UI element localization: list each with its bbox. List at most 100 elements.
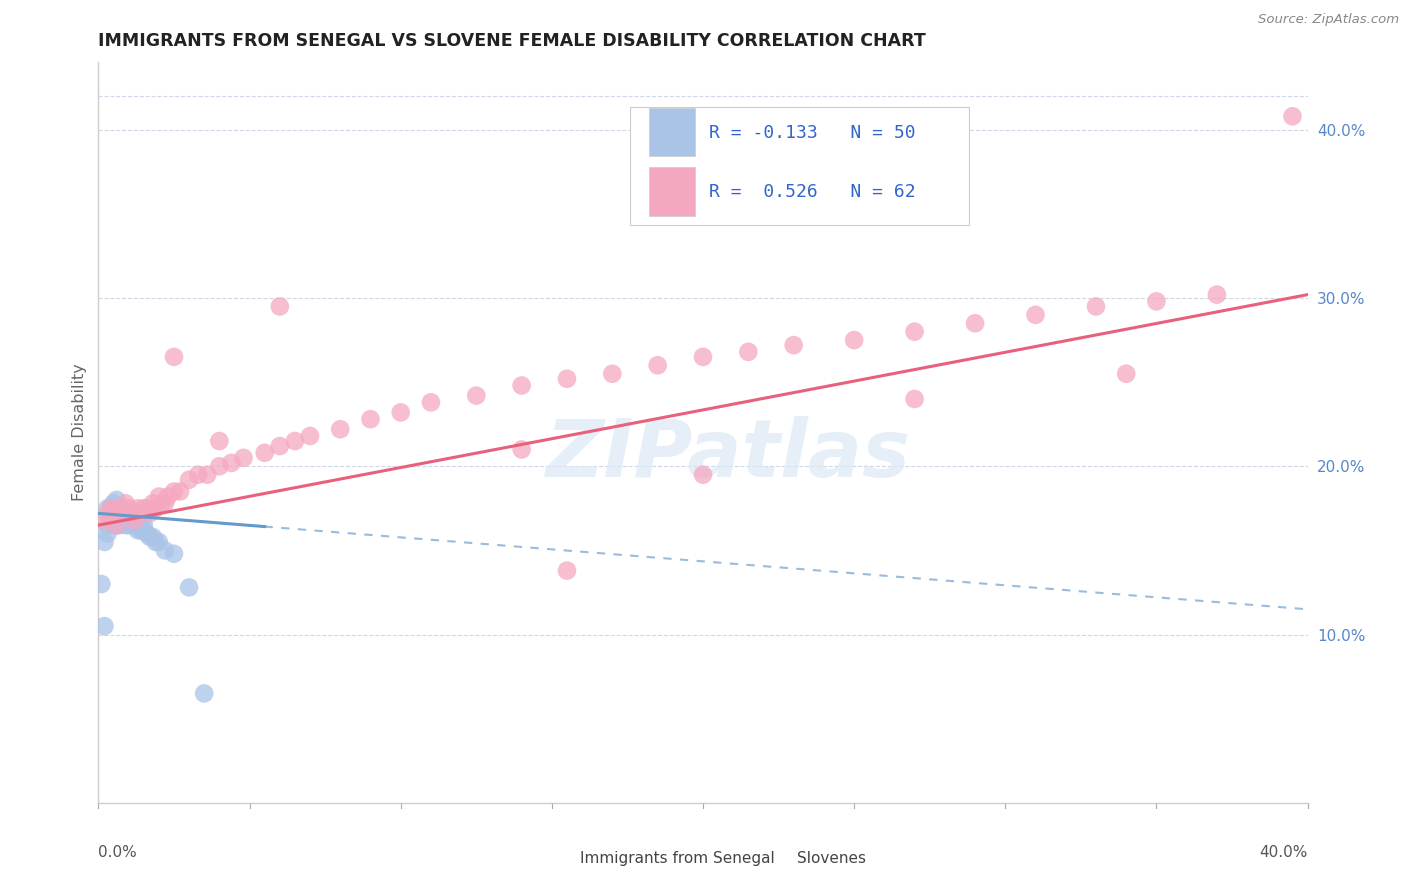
Point [163, 484, 186, 499]
Point [108, 501, 131, 516]
Point [269, 439, 291, 453]
Point [1144, 294, 1167, 309]
Point [139, 507, 162, 521]
Point [187, 467, 209, 482]
Point [269, 300, 291, 314]
Point [284, 434, 307, 448]
Point [124, 513, 146, 527]
Point [96, 507, 118, 521]
Point [153, 496, 176, 510]
Point [124, 518, 146, 533]
Point [114, 496, 136, 510]
Text: ZIPatlas: ZIPatlas [544, 416, 910, 494]
Point [1024, 308, 1046, 322]
Point [904, 325, 927, 339]
Point [118, 509, 141, 524]
Point [148, 490, 170, 504]
Point [647, 359, 669, 373]
Point [108, 513, 131, 527]
Point [904, 392, 927, 406]
Point [195, 467, 218, 482]
Point [103, 507, 125, 521]
Point [96, 501, 118, 516]
Point [299, 429, 322, 443]
Point [118, 518, 141, 533]
Point [135, 501, 157, 516]
Point [100, 501, 122, 516]
Point [129, 523, 152, 537]
Point [1115, 367, 1137, 381]
Text: Source: ZipAtlas.com: Source: ZipAtlas.com [1258, 13, 1399, 27]
Point [737, 344, 759, 359]
Text: 0.0%: 0.0% [98, 845, 138, 860]
Point [111, 501, 134, 516]
Point [602, 367, 624, 381]
Point [208, 459, 231, 474]
Text: IMMIGRANTS FROM SENEGAL VS SLOVENE FEMALE DISABILITY CORRELATION CHART: IMMIGRANTS FROM SENEGAL VS SLOVENE FEMAL… [98, 32, 927, 50]
Point [103, 507, 125, 521]
Point [114, 513, 136, 527]
Point [118, 501, 141, 516]
Point [163, 547, 186, 561]
Point [121, 507, 143, 521]
Point [100, 501, 122, 516]
Point [179, 581, 201, 595]
Point [153, 543, 176, 558]
Point [1085, 300, 1108, 314]
Point [132, 523, 155, 537]
Point [100, 513, 122, 527]
Text: Slovenes: Slovenes [797, 851, 866, 866]
FancyBboxPatch shape [648, 108, 695, 156]
Point [135, 526, 157, 541]
Point [844, 333, 866, 347]
Point [148, 535, 170, 549]
FancyBboxPatch shape [648, 168, 695, 216]
Point [139, 530, 162, 544]
Text: R =  0.526   N = 62: R = 0.526 N = 62 [709, 183, 915, 201]
Point [127, 523, 149, 537]
FancyBboxPatch shape [534, 844, 568, 875]
Point [142, 496, 165, 510]
Point [111, 507, 134, 521]
Point [360, 412, 382, 426]
Point [105, 518, 128, 533]
Point [783, 338, 806, 352]
Text: 40.0%: 40.0% [1260, 845, 1308, 860]
Point [127, 518, 149, 533]
Point [111, 509, 134, 524]
Point [208, 434, 231, 448]
Point [145, 501, 167, 516]
Point [555, 564, 578, 578]
Point [103, 513, 125, 527]
Point [193, 686, 215, 700]
FancyBboxPatch shape [630, 107, 969, 226]
Point [555, 372, 578, 386]
Point [127, 501, 149, 516]
Point [965, 316, 987, 330]
Point [179, 473, 201, 487]
Point [692, 467, 714, 482]
Point [103, 496, 125, 510]
Point [156, 490, 179, 504]
Point [132, 501, 155, 516]
Point [389, 405, 412, 419]
Point [105, 492, 128, 507]
Point [105, 501, 128, 516]
Point [105, 518, 128, 533]
Point [232, 450, 254, 465]
Point [90, 577, 112, 591]
Point [108, 509, 131, 524]
Point [1206, 287, 1229, 301]
Point [1281, 109, 1303, 123]
Point [111, 513, 134, 527]
Point [420, 395, 443, 409]
Point [96, 526, 118, 541]
Point [465, 388, 488, 402]
Y-axis label: Female Disability: Female Disability [72, 364, 87, 501]
Point [121, 513, 143, 527]
Point [114, 507, 136, 521]
Point [253, 446, 276, 460]
Text: Immigrants from Senegal: Immigrants from Senegal [579, 851, 775, 866]
Point [329, 422, 352, 436]
Point [510, 442, 533, 457]
